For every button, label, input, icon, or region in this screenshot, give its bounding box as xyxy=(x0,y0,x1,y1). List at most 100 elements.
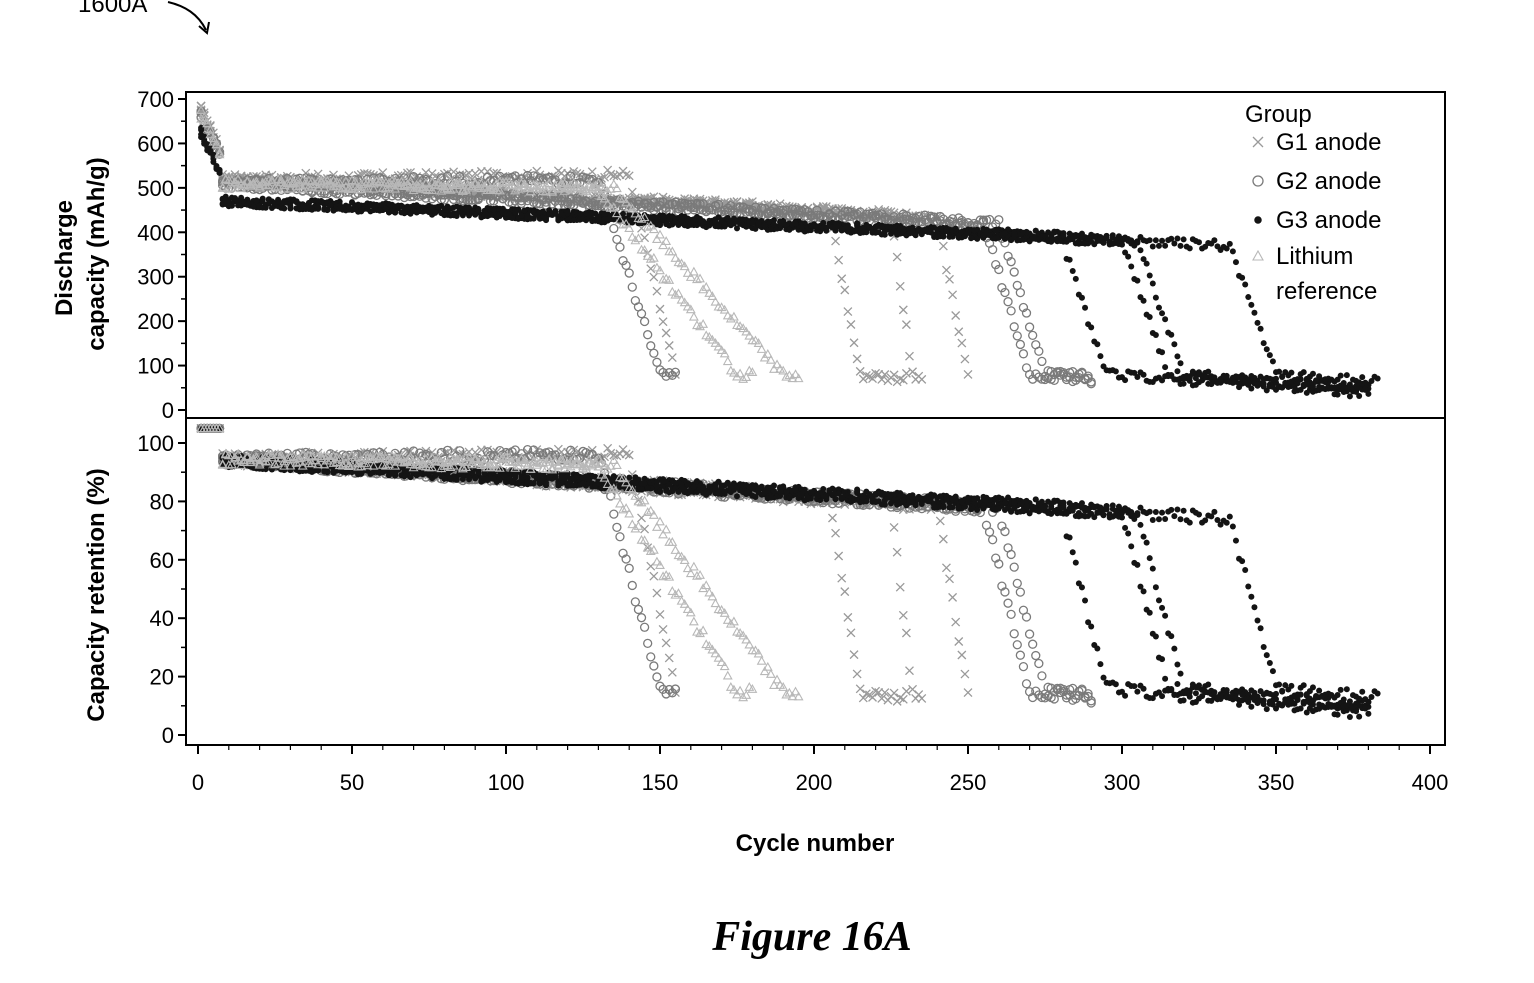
data-point xyxy=(1122,692,1129,699)
data-point xyxy=(664,653,674,663)
data-point xyxy=(1097,353,1104,360)
data-point xyxy=(652,286,662,296)
data-point xyxy=(483,445,492,455)
data-point xyxy=(1365,390,1372,397)
data-point xyxy=(621,260,631,271)
data-point xyxy=(636,308,647,319)
data-point xyxy=(612,522,622,532)
data-point xyxy=(1015,339,1026,350)
data-point xyxy=(658,684,668,695)
data-point xyxy=(1122,377,1129,384)
data-point xyxy=(831,236,841,246)
data-point xyxy=(1066,256,1073,263)
data-point xyxy=(667,667,677,677)
data-point xyxy=(408,446,419,456)
data-point xyxy=(1006,306,1016,316)
data-point xyxy=(1003,598,1013,608)
data-point xyxy=(627,282,637,292)
data-point xyxy=(643,543,653,553)
data-point xyxy=(1009,562,1019,572)
data-point xyxy=(901,628,911,638)
data-point xyxy=(1009,322,1019,332)
ref-arrow xyxy=(167,1,207,31)
data-point xyxy=(1100,674,1107,681)
data-point xyxy=(858,693,868,703)
data-point xyxy=(831,528,841,538)
data-point xyxy=(895,582,905,592)
data-point xyxy=(1174,368,1181,375)
data-point xyxy=(917,374,927,384)
data-point xyxy=(612,234,622,245)
data-point xyxy=(1034,658,1044,669)
data-point xyxy=(652,672,662,682)
data-point xyxy=(1236,696,1243,703)
data-point xyxy=(1122,524,1129,531)
data-point xyxy=(1088,623,1095,630)
data-point xyxy=(905,666,914,676)
data-point xyxy=(624,563,634,573)
data-point xyxy=(1112,368,1119,375)
data-point xyxy=(861,689,871,699)
data-point xyxy=(945,274,954,284)
data-point xyxy=(1024,322,1035,332)
data-point xyxy=(849,338,859,348)
data-point xyxy=(846,320,856,329)
data-point xyxy=(917,693,927,703)
data-point xyxy=(1140,685,1147,692)
data-point xyxy=(889,688,899,698)
data-point xyxy=(196,105,206,115)
data-point xyxy=(1180,380,1187,387)
data-point xyxy=(661,638,671,648)
data-point xyxy=(664,341,674,350)
data-point xyxy=(1078,584,1085,591)
data-point xyxy=(636,613,647,623)
data-point xyxy=(1018,349,1029,359)
data-point xyxy=(861,370,871,380)
data-point xyxy=(643,638,653,649)
data-point xyxy=(1072,559,1079,566)
data-point xyxy=(1140,297,1147,304)
data-point xyxy=(868,692,877,702)
data-point xyxy=(627,187,637,197)
data-point xyxy=(1131,683,1138,690)
data-point xyxy=(1134,561,1141,568)
data-point xyxy=(1031,650,1041,661)
data-point xyxy=(580,480,586,487)
bottom-ylabel: Capacity retention (%) xyxy=(83,468,110,721)
data-point xyxy=(618,256,628,266)
data-point xyxy=(1146,313,1153,320)
data-point xyxy=(661,328,671,338)
top-ylabel-line2: capacity (mAh/g) xyxy=(83,157,110,350)
data-point xyxy=(1015,287,1026,298)
data-point xyxy=(843,307,853,317)
data-point xyxy=(470,169,480,178)
data-point xyxy=(852,354,862,364)
data-point xyxy=(1037,671,1047,681)
data-point xyxy=(630,597,641,607)
data-point xyxy=(1174,681,1181,688)
data-point xyxy=(855,366,865,376)
data-point xyxy=(649,661,659,671)
data-point xyxy=(880,370,890,379)
data-point xyxy=(948,592,958,602)
data-point xyxy=(987,244,998,255)
data-point xyxy=(834,551,844,561)
data-point xyxy=(1094,341,1101,348)
data-point xyxy=(898,694,908,704)
data-point xyxy=(1082,304,1089,311)
data-point xyxy=(1162,675,1169,682)
data-point xyxy=(852,669,862,679)
data-point xyxy=(846,628,856,638)
data-point xyxy=(892,252,902,262)
data-point xyxy=(1009,267,1019,277)
data-point xyxy=(670,367,681,377)
data-point xyxy=(658,624,668,634)
data-point xyxy=(945,574,954,584)
data-point xyxy=(1263,706,1270,713)
data-point xyxy=(624,450,634,460)
data-point xyxy=(895,281,905,291)
data-point xyxy=(621,554,631,564)
data-point xyxy=(652,357,662,367)
data-point xyxy=(889,370,899,380)
